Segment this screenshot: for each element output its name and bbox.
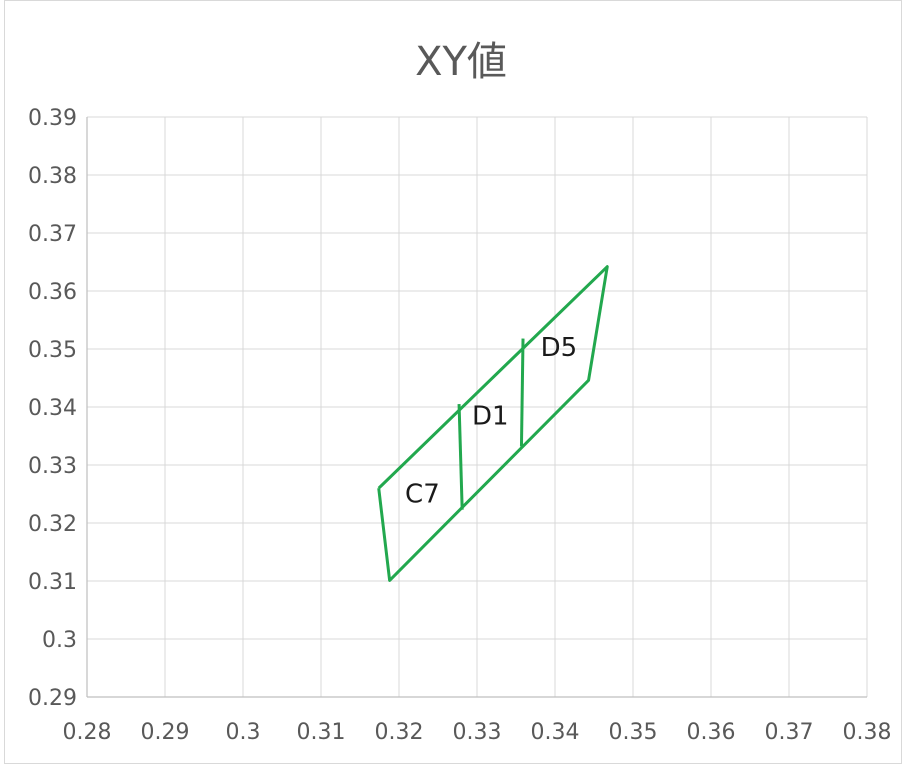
axes bbox=[86, 117, 867, 698]
y-tick-label: 0.33 bbox=[28, 454, 77, 479]
chart-title: XY値 bbox=[415, 39, 507, 85]
region-labels: C7 D1 D5 bbox=[405, 333, 577, 510]
y-tick-label: 0.32 bbox=[28, 512, 77, 537]
x-tick-label: 0.29 bbox=[141, 720, 190, 745]
x-axis-ticks: 0.28 0.29 0.3 0.31 0.32 0.33 0.34 0.35 0.36 0.37 0… bbox=[63, 720, 892, 745]
y-tick-label: 0.34 bbox=[28, 396, 77, 421]
y-tick-label: 0.35 bbox=[28, 338, 77, 363]
x-tick-label: 0.31 bbox=[297, 720, 346, 745]
x-tick-label: 0.28 bbox=[63, 720, 112, 745]
x-tick-label: 0.37 bbox=[765, 720, 814, 745]
grid bbox=[87, 116, 868, 697]
y-tick-label: 0.37 bbox=[28, 222, 77, 247]
x-tick-label: 0.33 bbox=[453, 720, 502, 745]
xy-chart: XY値 0.28 0.29 0.3 0.31 0.32 0.33 0.34 0.35 0.36 0… bbox=[28, 39, 892, 745]
y-tick-label: 0.31 bbox=[28, 570, 77, 595]
x-tick-label: 0.32 bbox=[375, 720, 424, 745]
region-outline bbox=[377, 265, 609, 582]
y-tick-label: 0.39 bbox=[28, 106, 77, 131]
region-label-d1: D1 bbox=[472, 401, 509, 431]
chart-frame: XY値 0.28 0.29 0.3 0.31 0.32 0.33 0.34 0.35 0.36 0… bbox=[4, 0, 902, 764]
region-label-d5: D5 bbox=[541, 333, 578, 363]
y-tick-label: 0.38 bbox=[28, 164, 77, 189]
region-label-c7: C7 bbox=[405, 480, 440, 510]
y-axis-ticks: 0.29 0.3 0.31 0.32 0.33 0.34 0.35 0.36 0.37 0.38 0… bbox=[28, 106, 77, 711]
x-tick-label: 0.34 bbox=[531, 720, 580, 745]
x-tick-label: 0.36 bbox=[687, 720, 736, 745]
x-tick-label: 0.3 bbox=[226, 720, 261, 745]
x-tick-label: 0.38 bbox=[843, 720, 892, 745]
color-regions bbox=[377, 265, 609, 582]
y-tick-label: 0.36 bbox=[28, 280, 77, 305]
region-divider bbox=[457, 404, 464, 510]
region-divider bbox=[519, 338, 525, 447]
y-tick-label: 0.29 bbox=[28, 686, 77, 711]
y-tick-label: 0.3 bbox=[42, 628, 77, 653]
x-tick-label: 0.35 bbox=[609, 720, 658, 745]
